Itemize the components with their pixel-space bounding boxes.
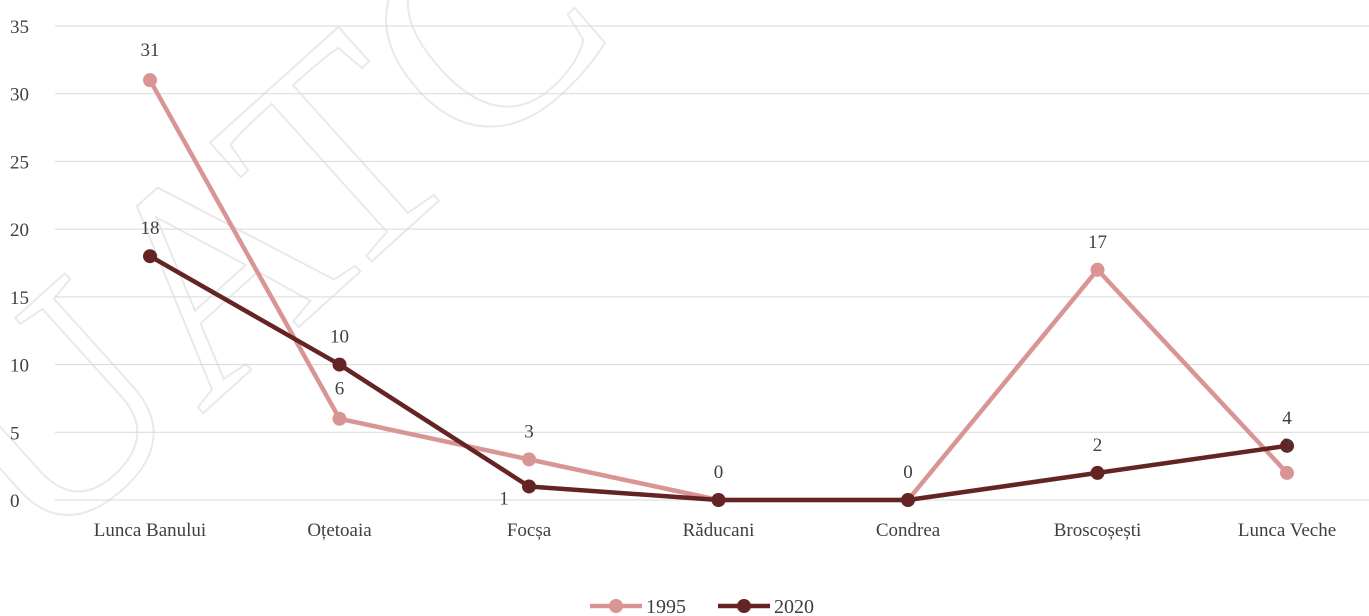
data-label-1995: 3: [524, 421, 534, 442]
x-category-label: Răducani: [683, 520, 755, 541]
y-axis-ticks: 0 5 10 15 20 25 30 35: [10, 17, 29, 512]
y-tick-label: 10: [10, 356, 29, 377]
data-label-1995: 6: [335, 379, 345, 400]
data-point-2020: [332, 357, 347, 372]
data-point-1995: [1090, 262, 1105, 277]
y-tick-label: 15: [10, 288, 29, 309]
data-point-1995: [143, 73, 157, 88]
data-label-1995: 31: [141, 40, 160, 61]
x-category-label: Broscoșești: [1054, 520, 1142, 541]
data-point-1995: [332, 411, 347, 426]
data-point-2020: [1090, 465, 1105, 480]
y-tick-label: 20: [10, 220, 29, 241]
data-point-2020: [143, 249, 157, 264]
y-tick-label: 30: [10, 85, 29, 106]
series: [143, 73, 1294, 507]
legend: 1995 2020: [590, 596, 814, 616]
y-tick-label: 5: [10, 423, 20, 444]
data-label-2020: 10: [330, 327, 349, 348]
data-label-2020: 1: [499, 488, 509, 509]
x-category-label: Lunca Banului: [94, 520, 206, 541]
data-point-2020: [711, 493, 726, 507]
data-point-1995: [522, 452, 536, 467]
legend-label-1995: 1995: [646, 596, 686, 616]
legend-swatch-marker-2020: [737, 599, 751, 613]
x-category-label: Lunca Veche: [1238, 520, 1336, 541]
data-point-1995: [1280, 465, 1294, 480]
y-tick-label: 0: [10, 491, 20, 512]
data-label-2020: 0: [714, 462, 724, 483]
data-point-2020: [901, 493, 915, 507]
x-category-label: Oțetoaia: [307, 520, 372, 541]
data-point-2020: [522, 479, 536, 494]
y-tick-label: 25: [10, 152, 29, 173]
x-axis-categories: Lunca Banului Oțetoaia Focșa Răducani Condre…: [94, 520, 1336, 541]
gridlines: [55, 25, 1369, 501]
data-label-1995: 17: [1088, 232, 1107, 253]
data-label-2020: 2: [1093, 435, 1103, 456]
data-label-1995: 2: [1282, 435, 1292, 456]
x-category-label: Focșa: [507, 520, 552, 541]
data-label-2020: 4: [1282, 408, 1292, 429]
data-label-2020: 0: [903, 462, 913, 483]
legend-label-2020: 2020: [774, 596, 814, 616]
data-point-2020: [1280, 438, 1294, 453]
y-tick-label: 35: [10, 17, 29, 38]
data-label-2020: 18: [141, 218, 160, 239]
x-category-label: Condrea: [876, 520, 941, 541]
legend-swatch-marker-1995: [609, 599, 623, 613]
